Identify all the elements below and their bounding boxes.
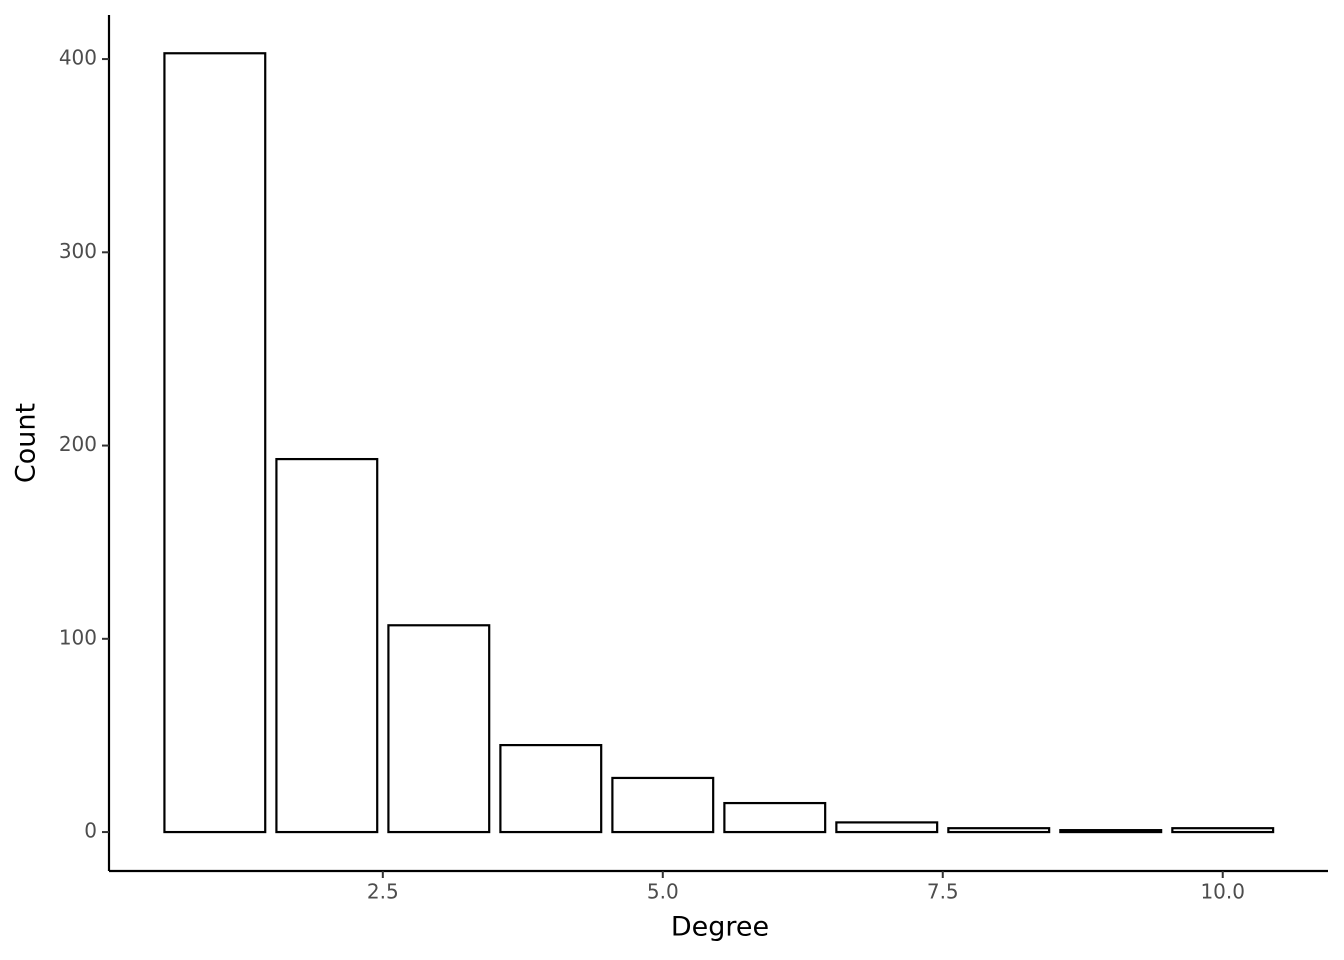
y-tick-label: 300 xyxy=(59,239,97,263)
bar xyxy=(723,801,827,834)
bar xyxy=(387,624,491,834)
bar xyxy=(163,52,267,834)
bar xyxy=(275,457,379,834)
bar xyxy=(1059,829,1163,834)
bar xyxy=(947,827,1051,834)
x-tick-label: 5.0 xyxy=(647,880,679,904)
x-tick-label: 7.5 xyxy=(927,880,959,904)
y-tick-label: 0 xyxy=(84,819,97,843)
y-tick-label: 400 xyxy=(59,46,97,70)
y-tick-label: 100 xyxy=(59,625,97,649)
bar xyxy=(1171,827,1275,834)
bar xyxy=(499,743,603,834)
bar xyxy=(835,821,939,834)
x-axis-title: Degree xyxy=(671,912,769,943)
x-tick-label: 2.5 xyxy=(367,880,399,904)
bar xyxy=(611,776,715,834)
y-axis-title: Count xyxy=(11,403,42,483)
y-tick-label: 200 xyxy=(59,432,97,456)
x-tick-label: 10.0 xyxy=(1200,880,1245,904)
